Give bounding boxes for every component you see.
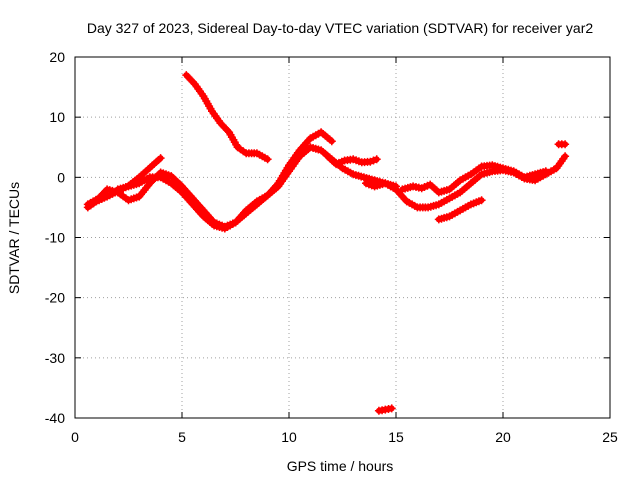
- y-tick-label: -40: [45, 410, 65, 426]
- y-axis-label: SDTVAR / TECUs: [6, 182, 22, 294]
- axis-ticks: 0 5 10 15 20 25 -40 -30 -20 -10 0 10 20: [45, 49, 618, 445]
- data-point: [263, 155, 272, 164]
- series-track-j: [374, 404, 396, 415]
- x-tick-label: 15: [388, 429, 404, 445]
- x-tick-label: 5: [178, 429, 186, 445]
- y-tick-label: 10: [49, 109, 65, 125]
- x-tick-label: 10: [281, 429, 297, 445]
- y-tick-label: -10: [45, 230, 65, 246]
- series-track-i: [554, 140, 570, 149]
- data-point: [541, 167, 550, 176]
- data-points: [83, 71, 570, 415]
- data-point: [156, 154, 165, 163]
- x-tick-label: 20: [495, 429, 511, 445]
- y-tick-label: -20: [45, 290, 65, 306]
- y-tick-label: -30: [45, 350, 65, 366]
- y-tick-label: 0: [57, 169, 65, 185]
- data-point: [561, 140, 570, 149]
- series-track-e: [323, 152, 381, 169]
- data-point: [387, 404, 396, 413]
- series-track-f: [362, 152, 570, 212]
- series-track-d: [182, 71, 272, 164]
- y-tick-label: 20: [49, 49, 65, 65]
- data-point: [327, 137, 336, 146]
- chart-title: Day 327 of 2023, Sidereal Day-to-day VTE…: [87, 20, 593, 36]
- data-point: [372, 155, 381, 164]
- series-track-h: [434, 196, 486, 224]
- series-track-g: [398, 161, 550, 197]
- data-point: [561, 152, 570, 161]
- x-tick-label: 0: [71, 429, 79, 445]
- x-axis-label: GPS time / hours: [287, 458, 394, 474]
- x-tick-label: 25: [602, 429, 618, 445]
- series-track-c: [113, 128, 336, 233]
- gridlines: [75, 57, 610, 418]
- data-point: [477, 196, 486, 205]
